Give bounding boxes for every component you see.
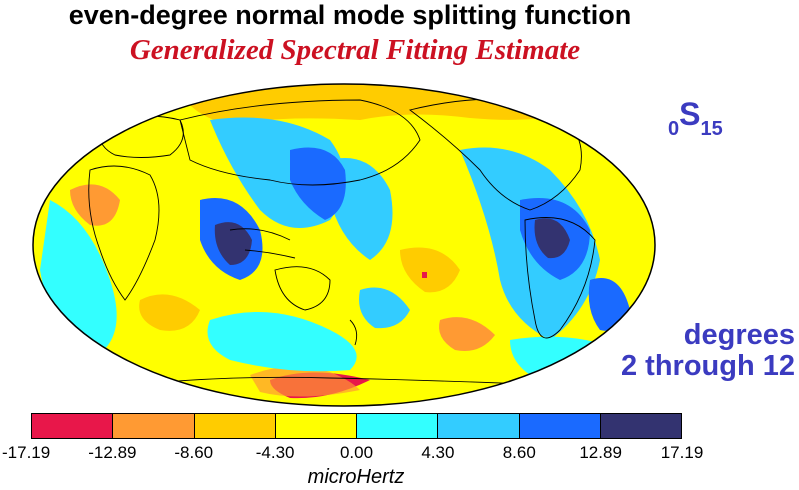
chart-title: even-degree normal mode splitting functi… [68,0,632,30]
anomaly-patch-cyan-5 [207,312,357,372]
anomaly-dot-red [422,272,427,278]
degrees-label: degrees 2 through 12 [621,320,795,382]
anomaly-patch-cyan-7 [359,287,410,329]
anomaly-patch-pacific-orange-2 [439,317,495,351]
colorbar-tick-label: 0.00 [339,443,374,462]
colorbar-tick-label: -8.60 [174,443,214,462]
colorbar-segment [32,414,114,438]
coastline-south-america [524,217,596,339]
colorbar-segment [357,414,439,438]
coastline-australia [274,266,331,311]
map-border [32,83,656,407]
colorbar-segment [194,414,276,438]
colorbar-tick-label: -4.30 [255,443,295,462]
colorbar-segment [275,414,357,438]
colorbar [31,413,682,439]
coastline-indonesia [229,228,296,259]
colorbar-tick-label: 4.30 [421,443,455,462]
mollweide-map [32,83,656,407]
anomaly-patch-darkblue-amazon [534,218,570,259]
anomaly-patch-antarctic-orange [250,366,360,397]
colorbar-tick-label: 12.89 [579,443,622,462]
anomaly-patch-south-orange [139,294,200,331]
anomaly-patch-pacific-orange [400,247,460,293]
coastline-new-zealand [349,319,358,346]
anomaly-patch-darkblue-indonesia [214,222,252,265]
colorbar-units-label: microHertz [307,466,405,488]
chart-subtitle: Generalized Spectral Fitting Estimate [129,34,581,66]
coastline-antarctica [129,376,551,386]
colorbar-tick-label: -12.89 [88,443,137,462]
colorbar-segment [438,414,520,438]
colorbar-tick-label: 8.60 [502,443,536,462]
mode-type-letter: S [679,96,701,132]
mode-angular-order: 15 [700,118,723,140]
colorbar-tick-labels: -17.19 -12.89 -8.60 -4.30 0.00 4.30 8.60 12.89 1… [0,443,799,465]
anomaly-patch-blue-pacific [290,147,346,220]
colorbar-segment [519,414,601,438]
coastlines [88,98,621,386]
anomaly-patch-blue-south-atlantic [588,278,630,331]
colorbar-segment [113,414,195,438]
degrees-line-1: degrees [683,319,795,351]
colorbar-tick-label: -17.19 [2,443,51,462]
coastline-greenland [569,99,621,128]
anomaly-patch-africa-orange [70,184,120,226]
coastline-africa [88,165,160,301]
degrees-line-2: 2 through 12 [620,350,795,382]
colorbar-segment [600,414,681,438]
coastline-asia [179,99,421,186]
mode-overtone-number: 0 [668,118,680,140]
colorbar-tick-label: 17.19 [660,443,704,462]
anomaly-patch-cyan-6 [510,336,620,385]
mode-label: 0S15 [668,96,723,141]
anomaly-patch-arctic-red [500,87,590,108]
